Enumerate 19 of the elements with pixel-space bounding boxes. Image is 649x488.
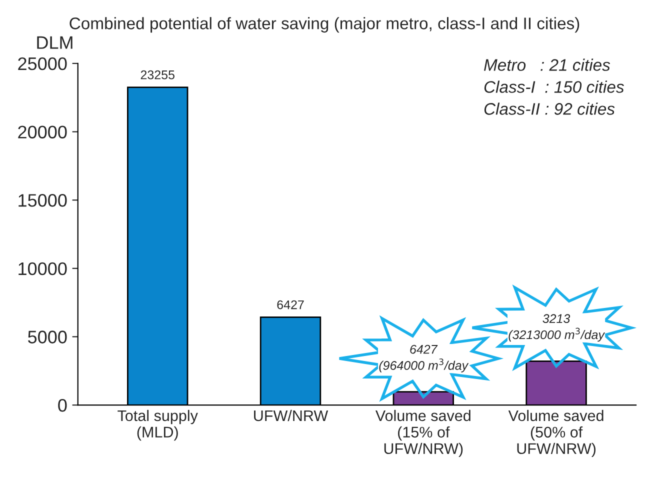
x-tick-label: Volume saved (50% of UFW/NRW)	[508, 410, 604, 458]
y-tick-label: 15000	[18, 194, 67, 207]
annotation: Class-II : 92 cities	[484, 102, 615, 115]
annotation: Class-I : 150 cities	[484, 80, 624, 93]
annotation: 3213 (3213000 m$^{3}$/day	[508, 314, 606, 342]
y-tick-label: 0	[58, 398, 67, 412]
annotation: Metro : 21 cities	[484, 58, 610, 71]
annotation: 6427 (964000 m$^{3}$/day	[379, 344, 469, 372]
x-tick-label: UFW/NRW	[254, 410, 328, 422]
data-label: 23255	[140, 70, 174, 80]
y-tick-label: 10000	[18, 262, 67, 276]
y-tick-label: 25000	[18, 57, 67, 70]
x-tick-label: Volume saved (15% of UFW/NRW)	[375, 410, 470, 458]
chart-title: Combined potential of water saving (major metro, class-I and II cities)	[70, 17, 580, 33]
x-tick-label: Total supply (MLD)	[118, 410, 198, 441]
y-tick-label: 5000	[28, 330, 67, 344]
data-label: 6427	[277, 300, 304, 310]
y-tick-label: 20000	[18, 126, 67, 138]
y-axis-title: DLM	[37, 36, 72, 49]
